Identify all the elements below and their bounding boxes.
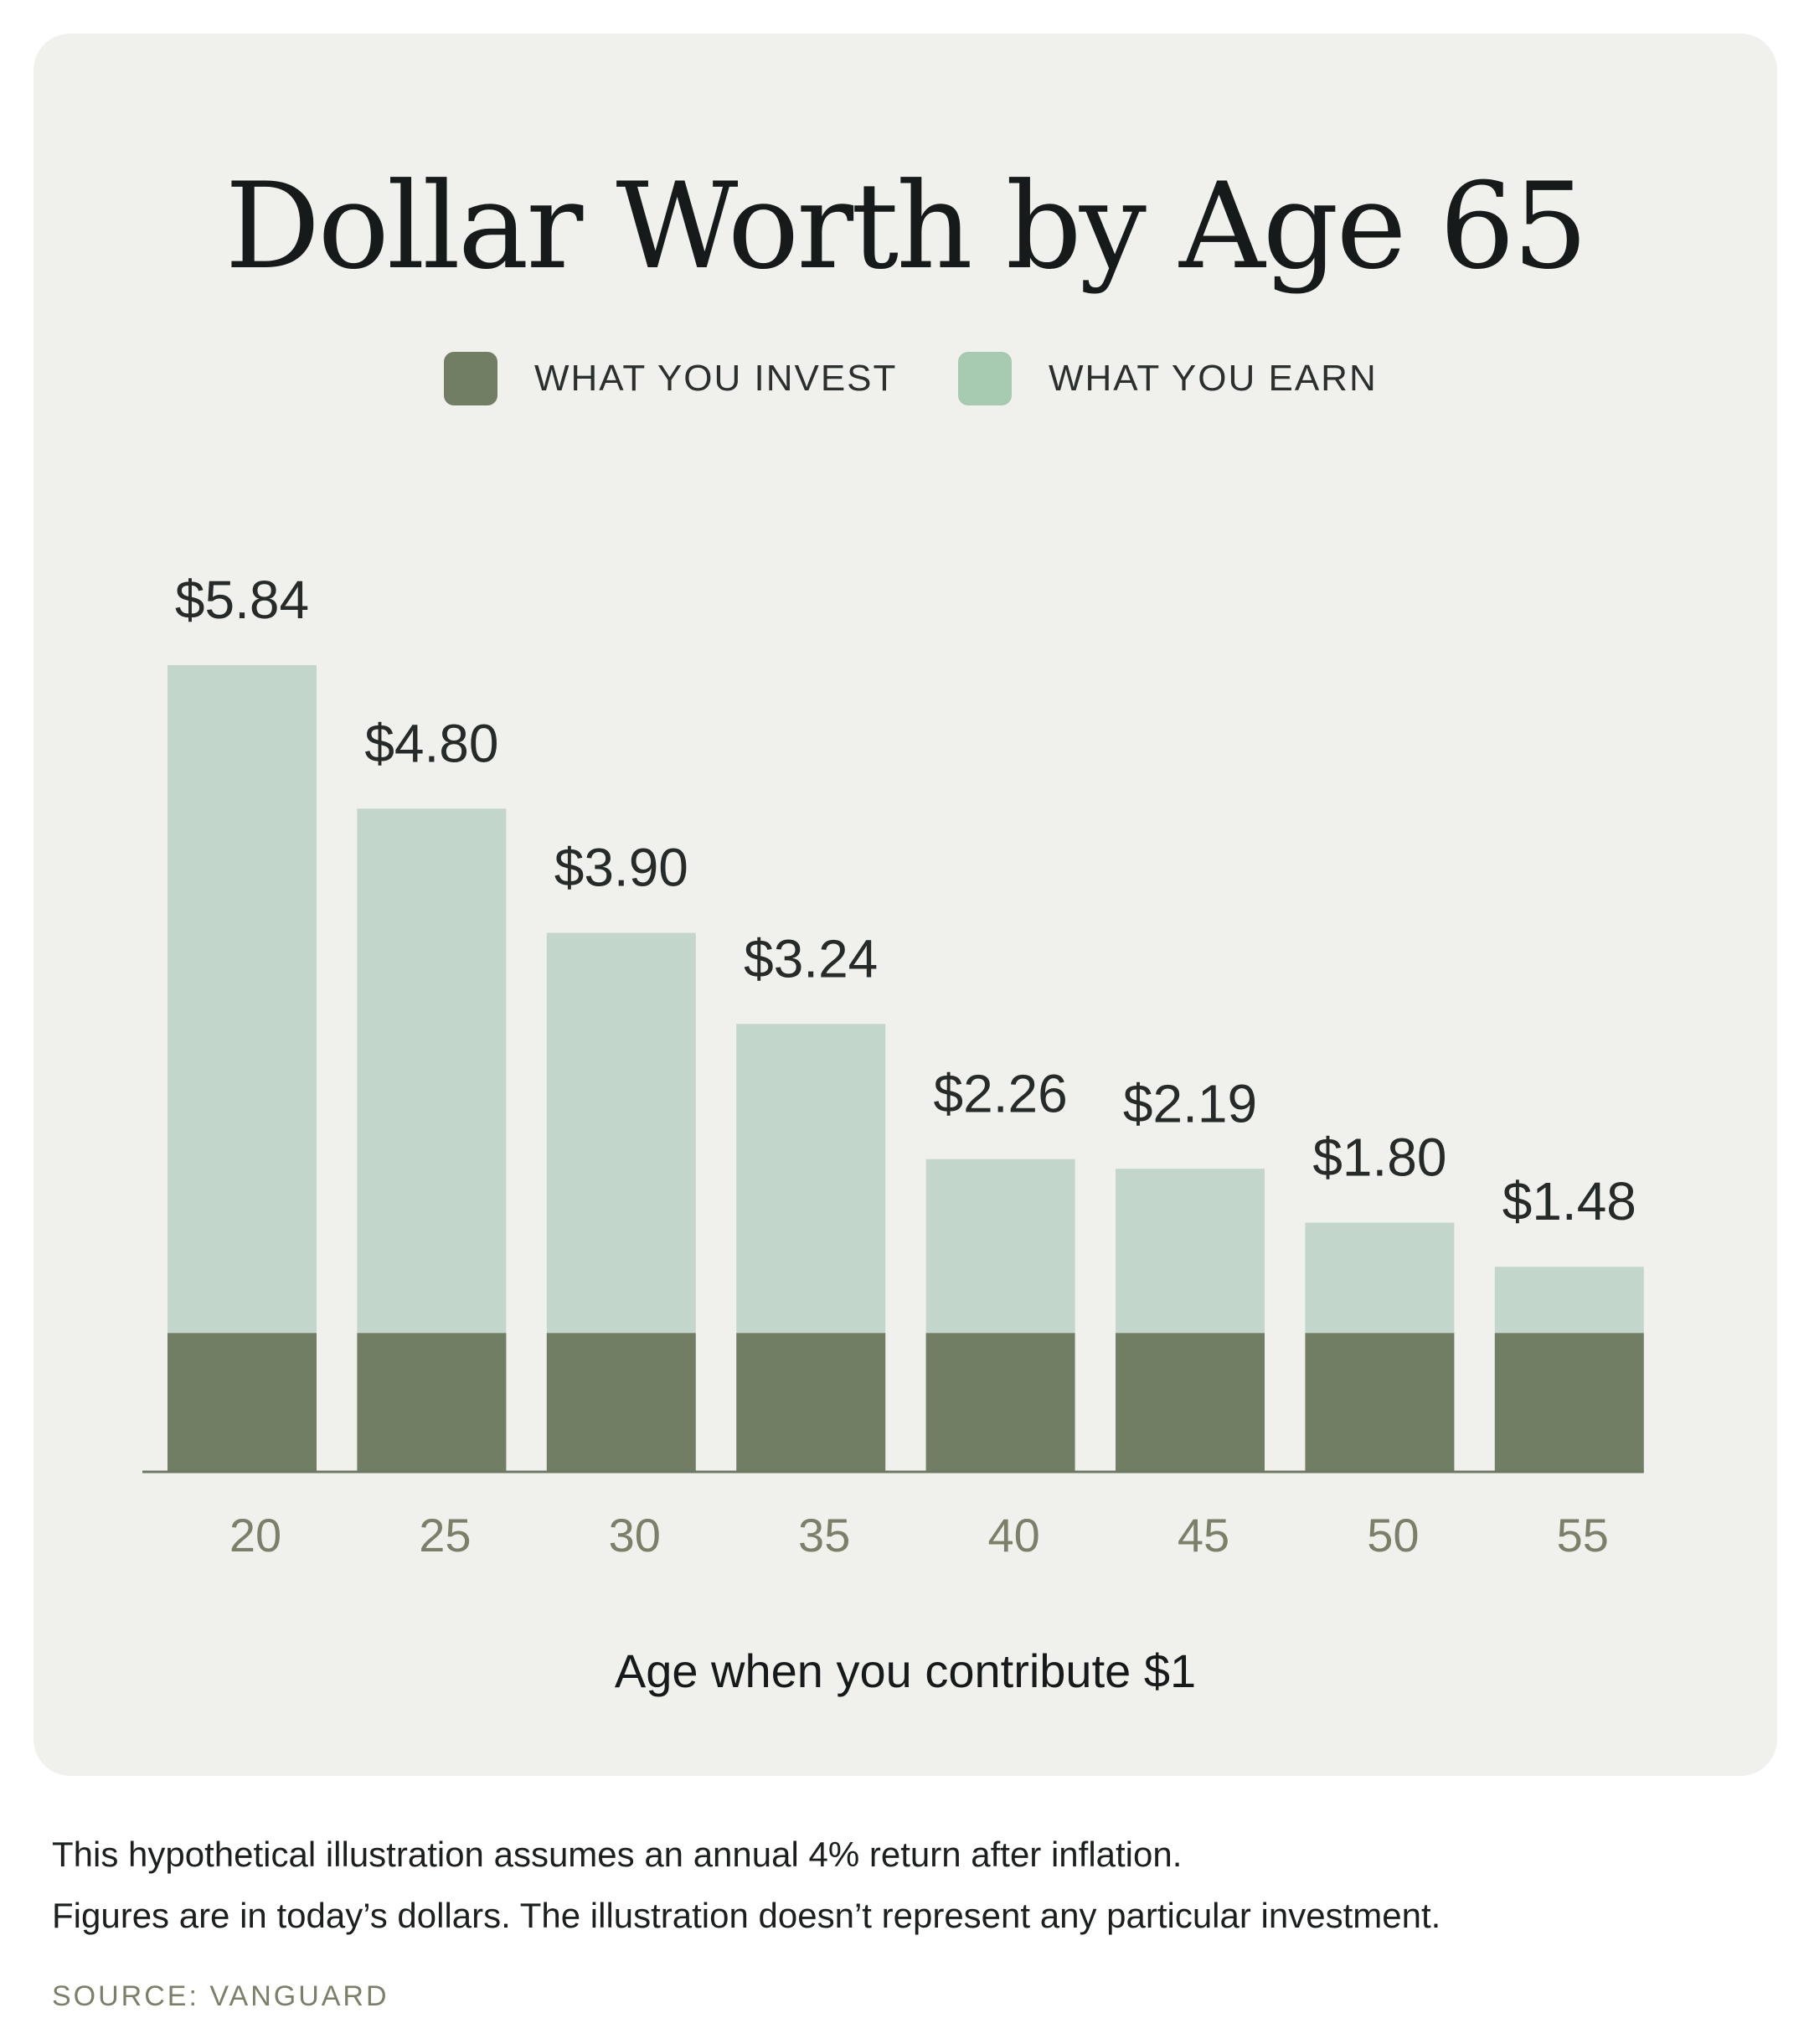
source-credit: SOURCE: VANGUARD	[52, 1980, 389, 2012]
x-axis-label: Age when you contribute $1	[614, 1644, 1197, 1697]
bar-earn-20	[168, 665, 317, 1334]
bar-earn-50	[1305, 1222, 1455, 1334]
x-tick-label-50: 50	[1367, 1509, 1419, 1561]
x-tick-label-55: 55	[1557, 1509, 1609, 1561]
bar-invest-45	[1116, 1333, 1265, 1471]
value-label-45: $2.19	[1123, 1073, 1257, 1133]
value-label-25: $4.80	[364, 713, 498, 773]
bar-invest-25	[357, 1333, 507, 1471]
value-label-55: $1.48	[1502, 1171, 1636, 1231]
value-label-50: $1.80	[1312, 1127, 1446, 1187]
bar-earn-35	[736, 1024, 886, 1334]
legend-item-earn: WHAT YOU EARN	[958, 350, 1378, 407]
bar-earn-30	[546, 932, 696, 1334]
chart-title: Dollar Worth by Age 65	[224, 157, 1589, 296]
legend-label-earn: WHAT YOU EARN	[1049, 358, 1378, 399]
legend-swatch-invest	[444, 352, 497, 405]
value-label-30: $3.90	[554, 838, 688, 898]
bar-invest-20	[168, 1333, 317, 1471]
bar-earn-55	[1494, 1267, 1644, 1334]
x-tick-label-30: 30	[609, 1509, 661, 1561]
legend-swatch-earn	[958, 352, 1012, 405]
bar-earn-25	[357, 808, 507, 1334]
bar-earn-45	[1116, 1169, 1265, 1334]
bar-invest-35	[736, 1333, 886, 1471]
footnote-line-2: Figures are in today’s dollars. The illu…	[52, 1896, 1441, 1935]
value-label-35: $3.24	[744, 928, 878, 988]
footnote-line-1: This hypothetical illustration assumes a…	[52, 1835, 1183, 1874]
legend-item-invest: WHAT YOU INVEST	[444, 350, 897, 407]
legend-label-invest: WHAT YOU INVEST	[534, 358, 898, 399]
bar-earn-40	[925, 1159, 1075, 1334]
bar-invest-50	[1305, 1333, 1455, 1471]
x-tick-label-45: 45	[1178, 1509, 1229, 1561]
x-tick-label-25: 25	[419, 1509, 471, 1561]
x-tick-label-35: 35	[798, 1509, 850, 1561]
chart-card: Dollar Worth by Age 65 WHAT YOU INVEST W…	[34, 34, 1777, 1776]
bar-invest-55	[1494, 1333, 1644, 1471]
x-tick-label-40: 40	[987, 1509, 1039, 1561]
value-label-20: $5.84	[175, 570, 309, 630]
bar-invest-30	[546, 1333, 696, 1471]
bar-invest-40	[925, 1333, 1075, 1471]
value-label-40: $2.26	[934, 1064, 1068, 1124]
x-tick-label-20: 20	[229, 1509, 281, 1561]
bar-chart-plot: $5.84 20 $4.80 25 $3.90 30 $3.24 35 $2.26 40 $2.19…	[142, 570, 1644, 1561]
